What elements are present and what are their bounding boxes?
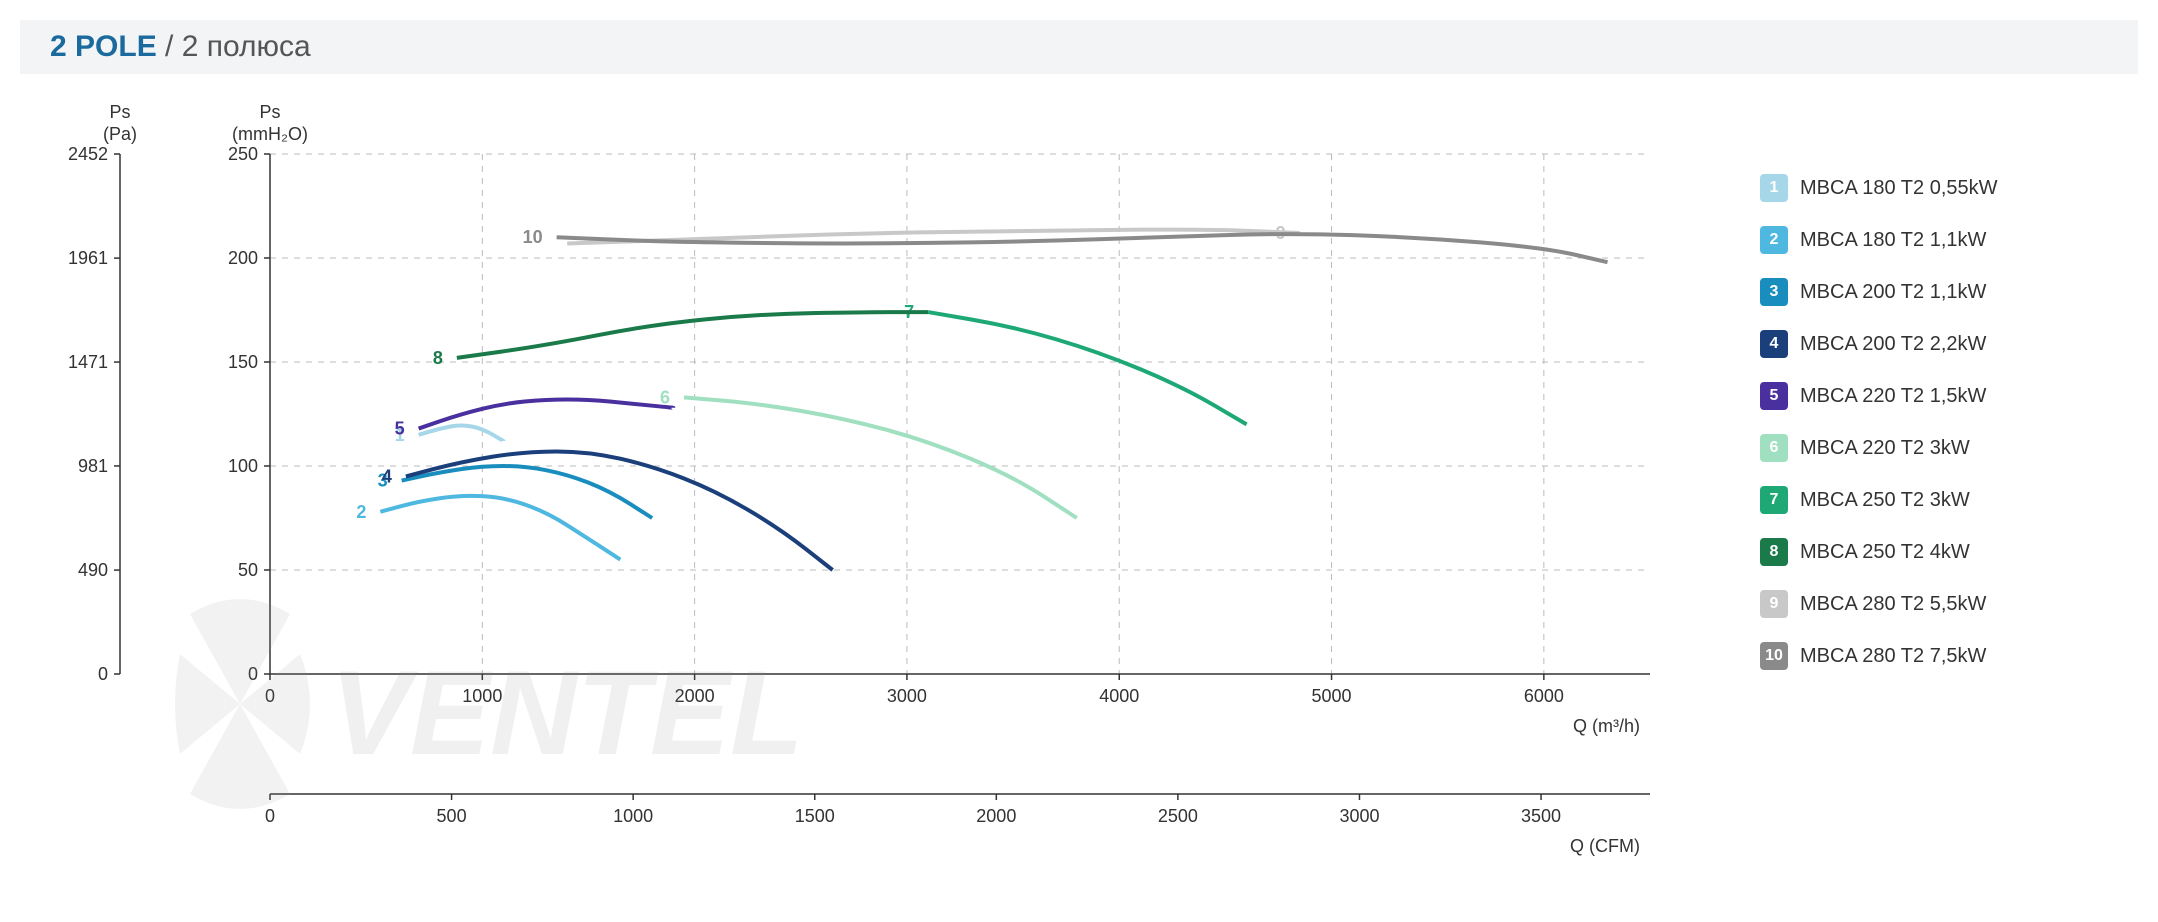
legend-badge: 9 [1760,590,1788,618]
legend-label: MBCA 220 T2 3kW [1800,437,1970,460]
x1-tick-label: 0 [265,686,275,706]
x1-label: Q (m³/h) [1573,716,1640,736]
legend-item: 10 MBCA 280 T2 7,5kW [1760,642,1998,670]
series-marker: 6 [660,387,670,407]
y1-tick-label: 1961 [68,248,108,268]
x2-tick-label: 3500 [1521,806,1561,826]
y2-tick-label: 150 [228,352,258,372]
y2-label-2: (mmH₂O) [232,124,308,144]
legend-label: MBCA 220 T2 1,5kW [1800,385,1986,408]
legend-badge: 8 [1760,538,1788,566]
legend-label: MBCA 250 T2 4kW [1800,541,1970,564]
legend-label: MBCA 180 T2 1,1kW [1800,229,1986,252]
y1-tick-label: 0 [98,664,108,684]
legend-item: 7 MBCA 250 T2 3kW [1760,486,1998,514]
legend-label: MBCA 280 T2 5,5kW [1800,593,1986,616]
series-marker: 10 [523,227,543,247]
x2-tick-label: 500 [437,806,467,826]
x2-tick-label: 1000 [613,806,653,826]
x1-tick-label: 2000 [675,686,715,706]
series-curve [402,466,653,518]
y2-tick-label: 0 [248,664,258,684]
x1-tick-label: 5000 [1312,686,1352,706]
y1-label-1: Ps [109,102,130,122]
x2-tick-label: 1500 [795,806,835,826]
legend-item: 2 MBCA 180 T2 1,1kW [1760,226,1998,254]
legend-item: 3 MBCA 200 T2 1,1kW [1760,278,1998,306]
series-curve [684,397,1077,518]
x1-tick-label: 4000 [1099,686,1139,706]
content-area: VENTEL 0490981147119612452Ps(Pa)05010015… [0,74,2158,894]
x1-tick-label: 3000 [887,686,927,706]
x2-tick-label: 2000 [976,806,1016,826]
legend-badge: 1 [1760,174,1788,202]
x2-tick-label: 0 [265,806,275,826]
legend-badge: 5 [1760,382,1788,410]
y2-tick-label: 200 [228,248,258,268]
header-title-bold: 2 POLE [50,30,157,63]
y2-tick-label: 100 [228,456,258,476]
chart-svg: 0490981147119612452Ps(Pa)050100150200250… [20,94,1720,874]
x2-tick-label: 3000 [1339,806,1379,826]
series-curve [457,312,928,358]
legend-item: 6 MBCA 220 T2 3kW [1760,434,1998,462]
legend-item: 8 MBCA 250 T2 4kW [1760,538,1998,566]
legend-item: 4 MBCA 200 T2 2,2kW [1760,330,1998,358]
legend-badge: 4 [1760,330,1788,358]
x1-tick-label: 6000 [1524,686,1564,706]
y1-tick-label: 981 [78,456,108,476]
header-bar: 2 POLE / 2 полюса [20,20,2138,74]
y1-label-2: (Pa) [103,124,137,144]
series-curve [928,312,1246,424]
legend-label: MBCA 200 T2 2,2kW [1800,333,1986,356]
legend-badge: 7 [1760,486,1788,514]
legend-item: 9 MBCA 280 T2 5,5kW [1760,590,1998,618]
y1-tick-label: 1471 [68,352,108,372]
x2-tick-label: 2500 [1158,806,1198,826]
legend-label: MBCA 250 T2 3kW [1800,489,1970,512]
series-marker: 5 [395,419,405,439]
series-marker: 2 [356,502,366,522]
header-title-rest: / 2 полюса [157,30,311,63]
legend-label: MBCA 200 T2 1,1kW [1800,281,1986,304]
legend-item: 5 MBCA 220 T2 1,5kW [1760,382,1998,410]
x2-label: Q (CFM) [1570,836,1640,856]
legend-badge: 3 [1760,278,1788,306]
legend-badge: 2 [1760,226,1788,254]
legend-badge: 10 [1760,642,1788,670]
series-curve [380,496,620,560]
legend-item: 1 MBCA 180 T2 0,55kW [1760,174,1998,202]
chart-container: VENTEL 0490981147119612452Ps(Pa)05010015… [20,94,1720,874]
y1-tick-label: 2452 [68,144,108,164]
legend-badge: 6 [1760,434,1788,462]
series-marker: 8 [433,348,443,368]
y2-label-1: Ps [259,102,280,122]
series-marker: 4 [382,466,392,486]
x1-tick-label: 1000 [462,686,502,706]
legend-label: MBCA 180 T2 0,55kW [1800,177,1998,200]
y1-tick-label: 490 [78,560,108,580]
y2-tick-label: 50 [238,560,258,580]
y2-tick-label: 250 [228,144,258,164]
legend: 1 MBCA 180 T2 0,55kW 2 MBCA 180 T2 1,1kW 3 MB… [1720,94,1998,874]
legend-label: MBCA 280 T2 7,5kW [1800,645,1986,668]
series-curve [419,425,504,441]
